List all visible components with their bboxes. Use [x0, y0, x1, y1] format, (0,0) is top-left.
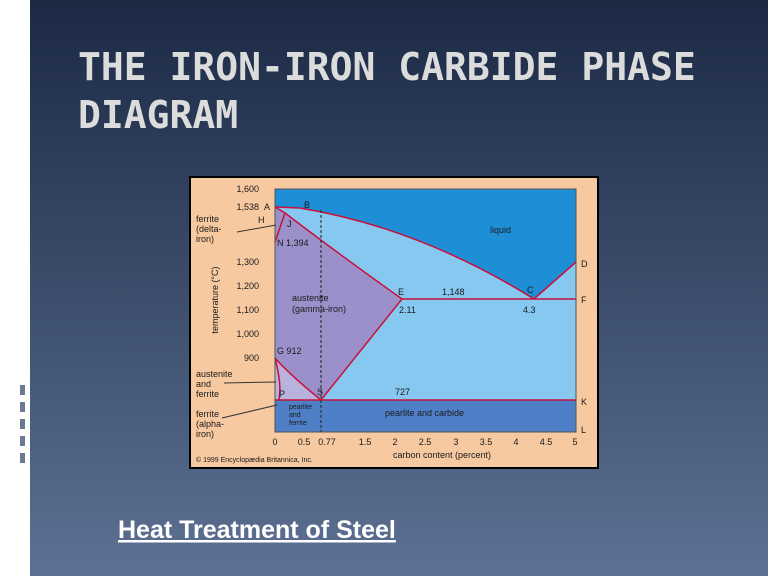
point-label: F [581, 295, 587, 305]
y-tick-label: 1,000 [236, 329, 259, 339]
region-label: (delta- [196, 224, 222, 234]
austenite-region [275, 213, 402, 400]
x-tick-label: 0.5 [298, 437, 311, 447]
x-tick-label: 3 [453, 437, 458, 447]
side-strip [0, 0, 30, 576]
plot-border [274, 188, 577, 433]
x-tick-label: 3.5 [480, 437, 493, 447]
leader-lines [221, 224, 278, 419]
point-label: K [581, 397, 587, 407]
title-line: DIAGRAM [78, 93, 238, 137]
point-label: L [581, 425, 586, 435]
x-axis-label: carbon content (percent) [393, 450, 491, 460]
point-label: 727 [395, 387, 410, 397]
region-label: pearlite [289, 404, 312, 411]
y-tick-label: 900 [244, 353, 259, 363]
region-label: (gamma-iron) [292, 304, 346, 314]
point-label: D [581, 259, 588, 269]
phase-diagram: 1,600 1,538 1,300 1,200 1,100 1,000 900 … [189, 176, 599, 469]
x-tick-label: 2 [392, 437, 397, 447]
y-tick-label: 1,538 [236, 202, 259, 212]
point-label: C [527, 285, 534, 295]
x-tick-label: 5 [572, 437, 577, 447]
region-label: iron) [196, 429, 214, 439]
region-label: liquid [490, 225, 511, 235]
y-tick-label: 1,600 [236, 184, 259, 194]
region-label: iron) [196, 234, 214, 244]
region-label: and [289, 412, 301, 419]
x-tick-label: 1.5 [359, 437, 372, 447]
subtitle: Heat Treatment of Steel [118, 516, 396, 544]
point-label: E [398, 287, 404, 297]
region-label: pearlite and carbide [385, 408, 464, 418]
credit: © 1999 Encyclopædia Britannica, Inc. [196, 456, 313, 464]
x-tick-label: 0 [272, 437, 277, 447]
region-label: ferrite [289, 420, 307, 427]
point-label: N [277, 238, 284, 248]
point-label: 4.3 [523, 305, 536, 315]
y-axis-label: temperature (°C) [210, 266, 220, 333]
region-label: austenite [196, 369, 233, 379]
region-label: and [196, 379, 211, 389]
region-label: (alpha- [196, 419, 224, 429]
region-label: ferrite [196, 389, 219, 399]
region-label: ferrite [196, 409, 219, 419]
x-tick-label: 0.77 [318, 437, 336, 447]
x-tick-label: 4 [513, 437, 518, 447]
side-decoration [20, 385, 25, 463]
title-line: THE IRON-IRON CARBIDE PHASE [78, 45, 696, 89]
y-tick-label: 1,200 [236, 281, 259, 291]
point-label: J [287, 219, 292, 229]
point-label: 1,148 [442, 287, 465, 297]
region-label: austenite [292, 293, 329, 303]
point-label: 2.11 [399, 305, 416, 315]
liquid-region [275, 189, 576, 299]
y-tick-label: 1,300 [236, 257, 259, 267]
pearlite-band [275, 400, 576, 432]
point-label: S [317, 387, 323, 397]
x-tick-label: 4.5 [540, 437, 553, 447]
point-label: B [304, 200, 310, 210]
point-label: H [258, 215, 265, 225]
point-label: G 912 [277, 346, 302, 356]
x-tick-label: 2.5 [419, 437, 432, 447]
phase-lines [274, 206, 577, 402]
point-label: A [264, 202, 270, 212]
point-label: P [279, 389, 285, 399]
point-label: 1,394 [286, 238, 309, 248]
y-tick-label: 1,100 [236, 305, 259, 315]
alpha-region [275, 358, 321, 400]
region-label: ferrite [196, 214, 219, 224]
